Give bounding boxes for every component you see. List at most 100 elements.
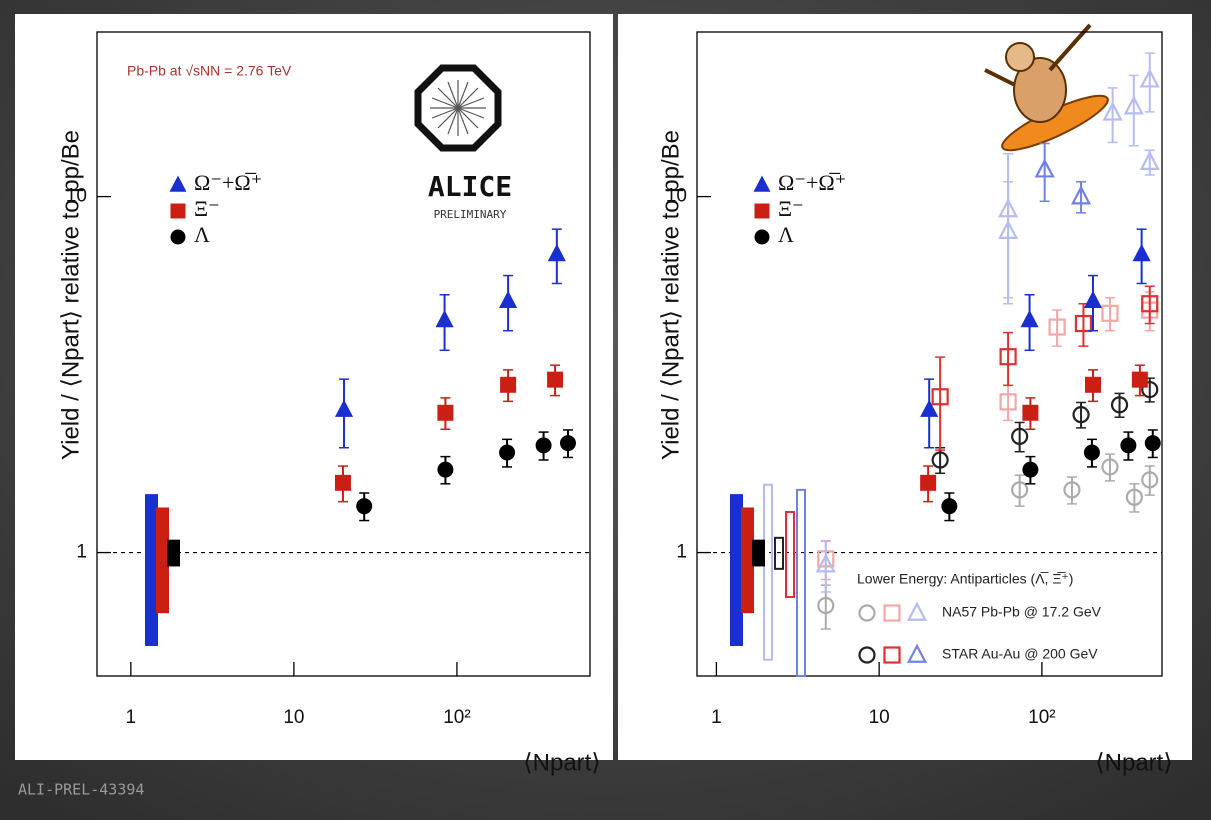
marker-circle (1063, 481, 1081, 499)
marker-triangle (906, 601, 928, 621)
normalization-band (156, 507, 169, 614)
marker-triangle (998, 219, 1019, 239)
marker-circle (499, 444, 516, 461)
marker-square (1141, 295, 1159, 313)
normalization-band (796, 488, 806, 677)
normalization-band (763, 483, 773, 661)
marker-circle (1022, 461, 1039, 478)
plot-frame (696, 31, 1163, 677)
y-axis-label: Yield / ⟨Npart⟩ relative to pp/Be (657, 130, 684, 460)
marker-square (170, 203, 186, 219)
marker-triangle (1132, 243, 1151, 262)
x-tick-label: 10 (283, 707, 304, 728)
marker-triangle (169, 175, 187, 192)
marker-circle (356, 498, 373, 515)
marker-triangle (1070, 185, 1092, 205)
marker-circle (858, 604, 876, 622)
marker-square (1084, 376, 1101, 393)
normalization-band (774, 536, 784, 570)
marker-square (999, 393, 1017, 411)
marker-triangle (499, 290, 518, 308)
marker-triangle (547, 243, 566, 262)
annotation: Pb-Pb at √sNN = 2.76 TeV (127, 63, 292, 79)
normalization-band (730, 494, 743, 646)
marker-circle (858, 646, 876, 664)
x-tick-label: 10² (443, 707, 470, 728)
legend-label: Ω⁻+Ω̅⁺ (194, 170, 262, 195)
marker-square (931, 388, 949, 406)
marker-square (334, 474, 351, 491)
normalization-band (167, 539, 180, 567)
x-tick-label: 1 (126, 707, 137, 728)
x-tick-label: 1 (711, 707, 722, 728)
marker-square (1131, 371, 1148, 388)
marker-triangle (435, 309, 454, 328)
marker-triangle (906, 643, 928, 663)
panel-right (618, 14, 1192, 760)
marker-triangle (1102, 101, 1123, 121)
normalization-band (785, 510, 795, 599)
marker-triangle (1034, 158, 1055, 178)
normalization-band (741, 507, 754, 614)
marker-triangle (1083, 290, 1103, 308)
footer: ALI-PREL-43394 (18, 781, 144, 799)
marker-circle (941, 498, 958, 515)
comparison-legend-title: Lower Energy: Antiparticles (Λ̅, Ξ̅⁺) (857, 571, 1073, 587)
logo-icon (414, 64, 502, 152)
x-tick-label: 10² (1028, 707, 1055, 728)
plot-frame (96, 31, 591, 677)
marker-triangle (1020, 309, 1039, 328)
marker-square (1022, 404, 1039, 421)
y-tick-label: 10 (666, 186, 687, 207)
marker-circle (535, 437, 552, 454)
marker-square (1101, 304, 1119, 322)
marker-circle (817, 596, 835, 615)
marker-triangle (1139, 150, 1160, 170)
marker-circle (931, 451, 949, 469)
marker-square (1074, 314, 1093, 333)
marker-triangle (815, 553, 836, 573)
marker-triangle (753, 175, 771, 192)
marker-circle (1101, 458, 1119, 476)
marker-triangle (1139, 68, 1160, 88)
marker-circle (559, 435, 576, 452)
y-tick-label: 1 (676, 542, 687, 563)
y-axis-label: Yield / ⟨Npart⟩ relative to pp/Be (57, 130, 84, 460)
normalization-band (752, 539, 765, 567)
marker-circle (1011, 481, 1029, 499)
marker-circle (1011, 427, 1029, 445)
marker-square (883, 604, 901, 622)
marker-square (500, 376, 517, 393)
comparison-legend-label: NA57 Pb-Pb @ 17.2 GeV (942, 604, 1102, 620)
marker-circle (1083, 444, 1100, 461)
legend-label: Ξ⁻ (778, 196, 804, 221)
marker-square (883, 646, 901, 664)
marker-circle (1144, 435, 1161, 452)
panel-left (15, 14, 613, 760)
normalization-band (145, 494, 158, 646)
marker-circle (1141, 380, 1159, 399)
x-tick-label: 10 (869, 707, 890, 728)
y-tick-label: 10 (66, 186, 87, 207)
marker-triangle (920, 399, 939, 417)
marker-square (547, 371, 564, 388)
x-axis-label: ⟨Npart⟩ (523, 749, 600, 776)
x-axis-label: ⟨Npart⟩ (1095, 749, 1172, 776)
marker-circle (170, 229, 186, 245)
marker-circle (754, 229, 770, 245)
marker-square (999, 348, 1017, 366)
marker-square (437, 404, 454, 421)
ladybug-cartoon (984, 23, 1109, 152)
marker-circle (437, 461, 454, 478)
marker-circle (1110, 396, 1129, 414)
legend-label: Λ (194, 222, 210, 247)
logo-status: PRELIMINARY (434, 208, 507, 221)
y-tick-label: 1 (76, 542, 87, 563)
marker-square (754, 203, 770, 219)
marker-circle (1072, 406, 1090, 424)
legend-label: Λ (778, 222, 794, 247)
marker-square (920, 474, 937, 491)
marker-circle (1120, 437, 1137, 454)
marker-triangle (334, 399, 354, 417)
